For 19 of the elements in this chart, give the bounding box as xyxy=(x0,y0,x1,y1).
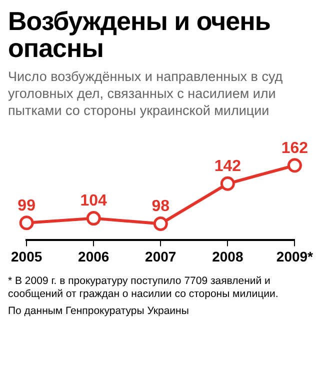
data-label: 142 xyxy=(214,158,242,176)
data-label: 104 xyxy=(80,192,108,210)
x-tick-label: 2006 xyxy=(78,248,110,264)
data-label: 99 xyxy=(18,197,36,214)
x-tick-label: 2005 xyxy=(10,248,42,264)
text: * В 2009 г. в прокуратуру поступило 7709 заявлений и сообщений от граждан о насилии со стороны милиции. xyxy=(8,275,280,301)
data-label: 98 xyxy=(152,198,170,216)
point xyxy=(220,176,235,191)
chart-title: Возбуждены и очень опасны xyxy=(8,6,272,63)
data-label: 162 xyxy=(281,140,308,157)
x-tick-label: 2008 xyxy=(212,248,244,264)
chart-subtitle: Число возбуждённых и направленных в суд уголовных дел, связанных с насилием или пытками со стороны украинской милиции xyxy=(8,68,284,119)
text: По данным Генпрокуратуры Украины xyxy=(8,305,190,318)
point xyxy=(86,211,101,226)
x-tick-label: 2007 xyxy=(145,248,176,264)
x-tick-label: 2009* xyxy=(276,248,314,264)
point xyxy=(287,158,302,173)
point xyxy=(153,216,168,232)
point xyxy=(19,216,34,230)
